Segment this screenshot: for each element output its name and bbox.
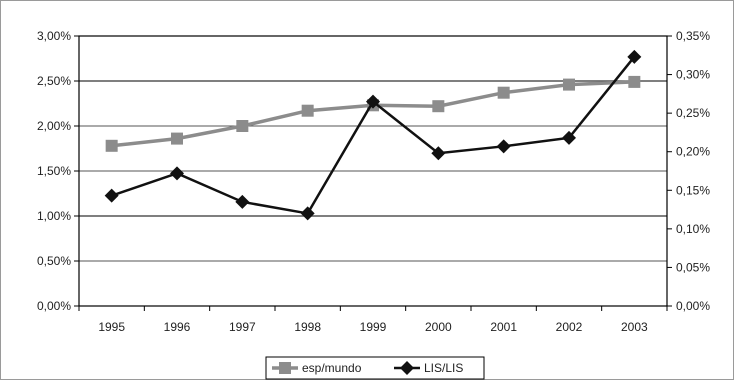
left-axis-ticks: 0,00% 0,50% 1,00% 1,50% 2,00% 2,50% 3,00% — [37, 29, 79, 313]
x-axis-ticks: 1995 1996 1997 1998 1999 2000 2001 2002 2003 — [78, 306, 668, 334]
series — [104, 49, 642, 221]
series-lis-lis — [104, 49, 642, 221]
data-point — [171, 132, 183, 145]
data-point — [497, 86, 510, 99]
left-tick-label: 3,00% — [37, 29, 71, 43]
data-point — [170, 166, 184, 181]
series-line — [111, 80, 635, 148]
data-point — [105, 139, 118, 152]
legend: esp/mundo LIS/LIS — [265, 356, 485, 380]
left-tick-label: 0,50% — [37, 254, 71, 268]
legend-marker — [279, 362, 291, 374]
data-point — [236, 120, 249, 132]
x-tick-label: 1998 — [294, 320, 321, 334]
legend-entry: LIS/LIS — [394, 361, 463, 375]
x-tick-label: 1997 — [229, 320, 256, 334]
data-point — [562, 130, 576, 145]
x-tick-label: 1996 — [164, 320, 191, 334]
legend-box — [265, 356, 485, 380]
x-tick-label: 2000 — [425, 320, 452, 334]
right-tick-label: 0,15% — [676, 183, 710, 197]
x-tick-label: 1995 — [98, 320, 125, 334]
right-tick-label: 0,25% — [676, 106, 710, 120]
data-point — [627, 49, 642, 64]
data-point — [366, 94, 380, 109]
x-tick-label: 2002 — [556, 320, 583, 334]
left-tick-label: 1,50% — [37, 164, 71, 178]
legend-label: LIS/LIS — [424, 361, 463, 375]
right-tick-label: 0,35% — [676, 29, 710, 43]
right-tick-label: 0,20% — [676, 145, 710, 159]
data-point — [431, 146, 446, 161]
data-point — [628, 75, 641, 88]
right-tick-label: 0,30% — [676, 68, 710, 82]
legend-marker — [400, 361, 414, 375]
left-tick-label: 1,00% — [37, 209, 71, 223]
data-point — [300, 206, 315, 221]
data-point — [496, 139, 511, 154]
left-tick-label: 2,50% — [37, 74, 71, 88]
right-tick-label: 0,10% — [676, 222, 710, 236]
series-esp-mundo — [105, 75, 641, 152]
data-point — [104, 188, 119, 203]
x-tick-label: 1999 — [360, 320, 387, 334]
right-tick-label: 0,05% — [676, 260, 710, 274]
left-tick-label: 2,00% — [37, 119, 71, 133]
left-tick-label: 0,00% — [37, 299, 71, 313]
legend-entry: esp/mundo — [272, 361, 362, 375]
data-point — [235, 194, 250, 209]
data-point — [301, 104, 314, 117]
right-tick-label: 0,00% — [676, 299, 710, 313]
data-point — [432, 100, 445, 113]
right-axis-ticks: 0,00% 0,05% 0,10% 0,15% 0,20% 0,25% 0,30% 0,35% — [667, 29, 710, 313]
x-tick-label: 2001 — [490, 320, 517, 334]
x-tick-label: 2003 — [621, 320, 648, 334]
legend-label: esp/mundo — [302, 361, 362, 375]
data-point — [563, 78, 575, 91]
